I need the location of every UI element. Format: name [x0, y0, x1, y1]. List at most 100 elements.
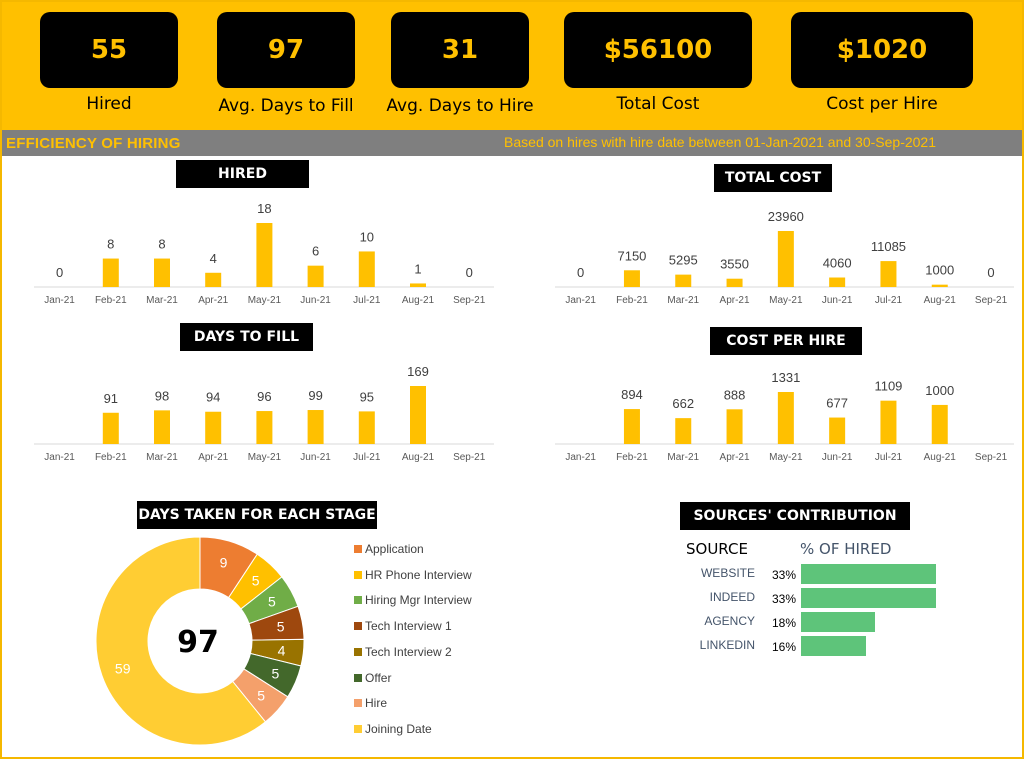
- legend-label: Tech Interview 2: [365, 644, 452, 659]
- bar: [358, 411, 375, 444]
- bar: [256, 411, 273, 444]
- x-tick-label: May-21: [248, 295, 282, 306]
- source-name: LINKEDIN: [699, 638, 755, 652]
- x-tick-label: May-21: [248, 452, 282, 463]
- x-tick-label: Jul-21: [875, 295, 903, 306]
- x-tick-label: Jan-21: [44, 452, 75, 463]
- bar: [205, 272, 222, 287]
- source-pct: 33%: [772, 568, 797, 582]
- bar: [307, 410, 324, 444]
- data-label: 1000: [925, 383, 954, 398]
- bar: [931, 284, 948, 287]
- bar: [154, 258, 170, 287]
- data-label: 1331: [771, 370, 800, 385]
- source-pct: 18%: [772, 616, 797, 630]
- data-label: 1000: [925, 263, 954, 278]
- source-bar: [801, 636, 867, 656]
- donut-slice: [95, 536, 267, 746]
- x-tick-label: Jan-21: [565, 452, 596, 463]
- kpi-value: $56100: [564, 12, 752, 88]
- x-tick-label: Jun-21: [822, 452, 853, 463]
- data-label: 0: [987, 265, 994, 280]
- data-label: 1: [414, 261, 421, 276]
- x-tick-label: Jul-21: [875, 452, 903, 463]
- slice-label: 5: [257, 688, 265, 704]
- data-label: 11085: [871, 239, 906, 254]
- pct-hired-column-header: % OF HIRED: [800, 540, 892, 558]
- section-header: EFFICIENCY OF HIRING Based on hires with…: [2, 130, 1022, 156]
- legend-swatch: [354, 622, 362, 631]
- legend-label: Offer: [365, 670, 392, 685]
- legend-swatch: [354, 647, 362, 656]
- bar: [880, 261, 897, 287]
- hired-chart-title: HIRED: [176, 160, 309, 188]
- data-label: 0: [466, 265, 473, 280]
- data-label: 98: [155, 388, 169, 403]
- legend-label: Hiring Mgr Interview: [365, 593, 472, 608]
- data-label: 10: [360, 229, 374, 244]
- data-label: 18: [257, 201, 271, 216]
- bar: [410, 386, 426, 444]
- cost-per-hire-chart-title: COST PER HIRE: [710, 327, 862, 355]
- x-tick-label: Jun-21: [822, 295, 853, 306]
- section-title: EFFICIENCY OF HIRING: [6, 135, 181, 152]
- x-tick-label: Sep-21: [453, 452, 486, 463]
- bar: [102, 412, 119, 444]
- data-label: 8: [158, 237, 165, 252]
- source-name: INDEED: [709, 590, 755, 604]
- legend-label: Tech Interview 1: [365, 619, 452, 634]
- data-label: 7150: [617, 248, 646, 263]
- data-label: 3550: [720, 257, 749, 272]
- data-label: 169: [407, 364, 429, 379]
- x-tick-label: Apr-21: [720, 295, 750, 306]
- donut-center-value: 97: [177, 625, 219, 660]
- data-label: 0: [56, 265, 63, 280]
- legend-item: Tech Interview 2: [354, 643, 452, 661]
- data-label: 888: [724, 387, 746, 402]
- data-label: 0: [577, 265, 584, 280]
- legend-label: Hire: [365, 696, 388, 711]
- legend-label: HR Phone Interview: [365, 567, 472, 582]
- data-label: 4060: [823, 256, 852, 271]
- bar: [880, 400, 897, 444]
- source-bar: [801, 588, 936, 608]
- legend-item: Hire: [354, 694, 387, 712]
- kpi-value: 97: [217, 12, 355, 88]
- source-pct: 33%: [772, 592, 797, 606]
- source-bar: [801, 612, 875, 632]
- slice-label: 5: [277, 618, 285, 634]
- data-label: 4: [210, 251, 217, 266]
- x-tick-label: Apr-21: [198, 452, 228, 463]
- x-tick-label: Aug-21: [924, 452, 957, 463]
- x-tick-label: Apr-21: [720, 452, 750, 463]
- slice-label: 5: [252, 573, 260, 589]
- x-tick-label: Jan-21: [565, 295, 596, 306]
- kpi-label: Hired: [86, 94, 132, 114]
- hired-chart: Jan-21 0 Feb-21 8 Mar-21 8 Apr-21 4 May-21 18 Jun-…: [34, 201, 494, 306]
- data-label: 677: [826, 396, 848, 411]
- date-range-note: Based on hires with hire date between 01…: [504, 134, 936, 150]
- slice-label: 5: [268, 594, 276, 610]
- data-label: 8: [107, 237, 114, 252]
- x-tick-label: Feb-21: [95, 295, 127, 306]
- x-tick-label: May-21: [769, 452, 803, 463]
- x-tick-label: Aug-21: [924, 295, 957, 306]
- x-tick-label: Mar-21: [146, 295, 178, 306]
- bar: [675, 418, 692, 444]
- days-to-fill-chart-title: DAYS TO FILL: [180, 323, 313, 351]
- legend-item: Joining Date: [354, 720, 432, 738]
- data-label: 662: [672, 396, 694, 411]
- bar: [358, 251, 375, 287]
- data-label: 894: [621, 387, 643, 402]
- source-name: WEBSITE: [700, 566, 755, 580]
- x-tick-label: Sep-21: [975, 295, 1008, 306]
- kpi-value: $1020: [791, 12, 973, 88]
- bar: [154, 410, 170, 444]
- data-label: 95: [360, 389, 374, 404]
- bar: [931, 404, 948, 444]
- total-cost-chart-title: TOTAL COST: [714, 164, 832, 192]
- x-tick-label: Mar-21: [146, 452, 178, 463]
